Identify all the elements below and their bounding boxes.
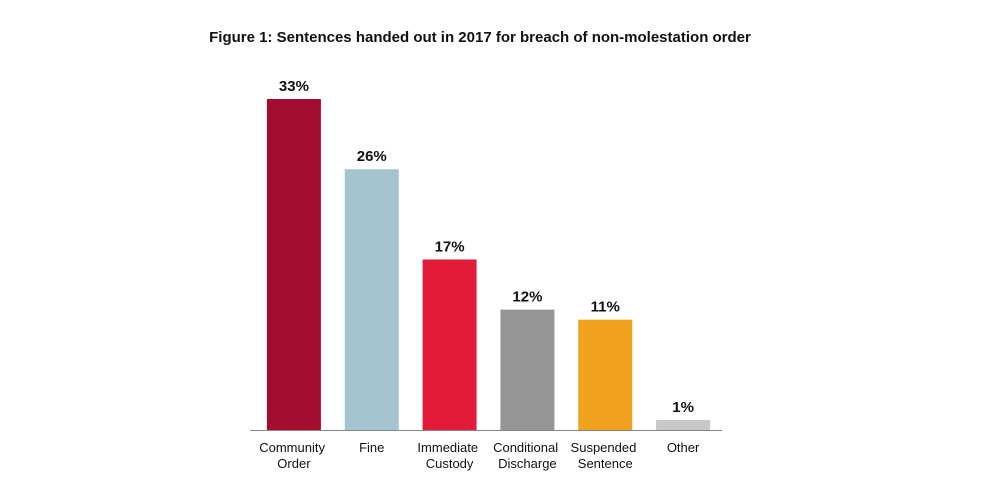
value-label: 17% xyxy=(435,238,465,255)
chart-title: Figure 1: Sentences handed out in 2017 f… xyxy=(209,29,751,46)
bar xyxy=(656,419,711,430)
bar xyxy=(266,99,321,430)
bar xyxy=(578,319,633,430)
value-label: 33% xyxy=(279,78,309,95)
value-label: 12% xyxy=(512,289,542,306)
x-tick-label: Community Order xyxy=(259,440,328,471)
x-tick-label: Immediate Custody xyxy=(417,440,481,471)
value-label: 11% xyxy=(591,299,620,316)
bar xyxy=(344,169,399,430)
value-label: 1% xyxy=(672,399,694,416)
value-label: 26% xyxy=(357,148,387,165)
x-tick-label: Other xyxy=(667,440,700,455)
x-tick-label: Fine xyxy=(359,440,384,455)
bar xyxy=(500,309,555,430)
x-tick-label: Conditional Discharge xyxy=(493,440,562,471)
bar xyxy=(422,259,477,430)
x-tick-label: Suspended Sentence xyxy=(571,440,640,471)
